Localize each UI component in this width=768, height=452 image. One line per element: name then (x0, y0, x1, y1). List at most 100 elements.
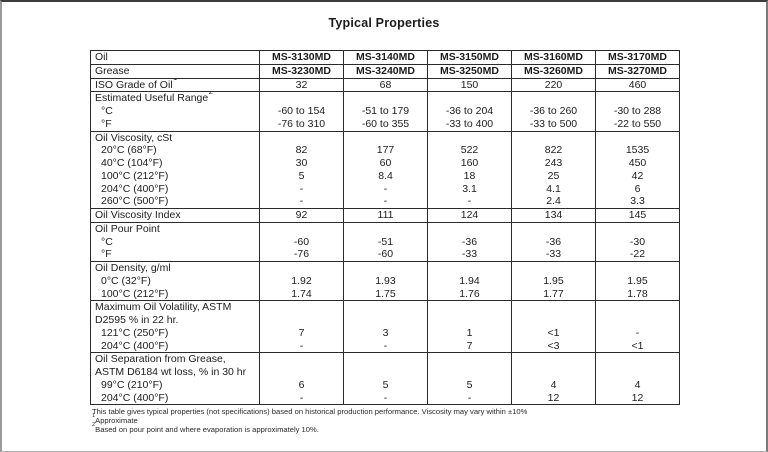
cell-value: 1.74 (291, 287, 312, 300)
value-cell: -36 to 204 -33 to 400 (427, 91, 512, 132)
row-label-text: °C (101, 235, 113, 248)
cell-value (428, 366, 511, 379)
value-cell: MS-3250MD (427, 63, 512, 79)
cell-value: MS-3130MD (272, 51, 331, 63)
cell-value: 220 (544, 78, 563, 91)
row-label-text: Maximum Oil Volatility, ASTM (95, 301, 232, 314)
value-cell: -30 to 288 -22 to 550 (595, 91, 680, 132)
cell-value: 2.4 (546, 195, 561, 208)
cell-value: -30 (629, 235, 646, 248)
table-row: Oil Viscosity, cSt 20°C (68°F) 40°C (104°F… (90, 130, 680, 209)
cell-value: 1.94 (459, 274, 480, 287)
cell-value: -51 to 179 (361, 105, 410, 117)
row-label: 20°C (68°F) (91, 144, 259, 157)
value-cell: 145 (595, 208, 680, 223)
cell-value (344, 223, 427, 236)
row-label-text: 204°C (400°F) (101, 339, 169, 352)
value-cell: 7- (259, 300, 344, 354)
cell-value: -33 (461, 248, 478, 261)
cell-value: -36 (545, 235, 562, 248)
cell-value: 3.3 (630, 195, 645, 208)
row-label-text: °F (101, 117, 112, 130)
row-label: Maximum Oil Volatility, ASTM (91, 301, 259, 314)
cell-value: 25 (547, 169, 560, 182)
value-cell: -36 -33 (511, 221, 596, 263)
cell-value: 1.95 (543, 274, 564, 287)
value-cell: 460 (595, 77, 680, 93)
row-label: 100°C (212°F) (91, 288, 259, 301)
row-label: Oil Separation from Grease, (91, 353, 259, 366)
cell-value: MS-3240MD (356, 64, 415, 77)
row-label: 204°C (400°F) (91, 183, 259, 196)
cell-value: 5 (298, 169, 305, 182)
row-label-text: 100°C (212°F) (101, 169, 169, 182)
cell-value: 7 (298, 326, 305, 339)
cell-value: 12 (547, 391, 560, 404)
footnote-marker: 1 (92, 413, 96, 420)
row-label-text: ASTM D6184 wt loss, % in 30 hr (95, 366, 247, 378)
cell-value: <3 (547, 339, 560, 352)
row-label-text: °C (101, 105, 113, 117)
value-cell: MS-3160MD (511, 50, 596, 65)
value-cell: 822 243 25 4.1 2.4 (511, 130, 596, 209)
value-cell: 1.92 1.74 (259, 260, 344, 302)
cell-value: - (299, 182, 304, 195)
value-cell: MS-3170MD (595, 50, 680, 65)
cell-value: 82 (295, 144, 308, 157)
value-cell: 111 (343, 208, 428, 223)
cell-value: - (467, 195, 472, 208)
cell-value: -30 to 288 (613, 105, 662, 117)
cell-value (428, 262, 511, 275)
cell-value: MS-3160MD (524, 51, 583, 63)
cell-value (428, 353, 511, 366)
cell-value (344, 92, 427, 105)
row-label: °F (91, 118, 259, 131)
row-label: ASTM D6184 wt loss, % in 30 hr (91, 366, 259, 379)
value-cell: -51 -60 (343, 221, 428, 263)
value-cell: MS-3150MD (427, 50, 512, 65)
cell-value (512, 92, 595, 105)
footnote-approximate: 1Approximate (92, 413, 527, 426)
table-row: Oil MS-3130MD MS-3140MD MS-3150MD MS-3160MD M… (90, 50, 680, 65)
cell-value: MS-3150MD (440, 51, 499, 63)
cell-value: MS-3260MD (524, 64, 583, 77)
table-row: Oil Density, g/ml 0°C (32°F) 100°C (212°F)… (90, 260, 680, 302)
value-cell: 124 (427, 208, 512, 223)
cell-value: - (635, 326, 640, 339)
row-label-cell: Oil Pour Point °C °F (90, 221, 260, 263)
value-cell: 220 (511, 77, 596, 93)
cell-value: 822 (544, 144, 563, 157)
value-cell: -36 -33 (427, 221, 512, 263)
row-label-cell: Estimated Useful Range2°C°F (90, 91, 260, 132)
cell-value (512, 314, 595, 327)
page-title: Typical Properties (328, 16, 440, 30)
cell-value (344, 314, 427, 327)
table-row: Oil Separation from Grease, ASTM D6184 wt… (90, 352, 680, 406)
row-label: 0°C (32°F) (91, 275, 259, 288)
cell-value (260, 132, 343, 145)
cell-value: MS-3250MD (440, 64, 499, 77)
row-label-text: 100°C (212°F) (101, 287, 169, 300)
cell-value: 12 (631, 391, 644, 404)
cell-value: <1 (547, 326, 560, 339)
value-cell: -60 -76 (259, 221, 344, 263)
cell-value (260, 314, 343, 327)
footnote-marker: 2 (209, 92, 213, 96)
table-row: ISO Grade of Oil1 32 68 150 220 460 (90, 77, 680, 93)
cell-value (344, 366, 427, 379)
cell-value: 6 (634, 182, 641, 195)
row-label-text: 204°C (400°F) (101, 391, 169, 404)
cell-value: MS-3230MD (272, 64, 331, 77)
row-label-text: ISO Grade of Oil (95, 78, 173, 91)
cell-value: -33 (545, 248, 562, 261)
cell-value: - (299, 195, 304, 208)
cell-value (596, 301, 679, 314)
cell-value: 3 (382, 326, 389, 339)
cell-value (260, 223, 343, 236)
cell-value (512, 262, 595, 275)
typical-properties-table: Oil MS-3130MD MS-3140MD MS-3150MD MS-3160MD M… (90, 50, 680, 406)
cell-value (596, 92, 679, 105)
table-row: Oil Viscosity Index 92 111 124 134 145 (90, 208, 680, 223)
